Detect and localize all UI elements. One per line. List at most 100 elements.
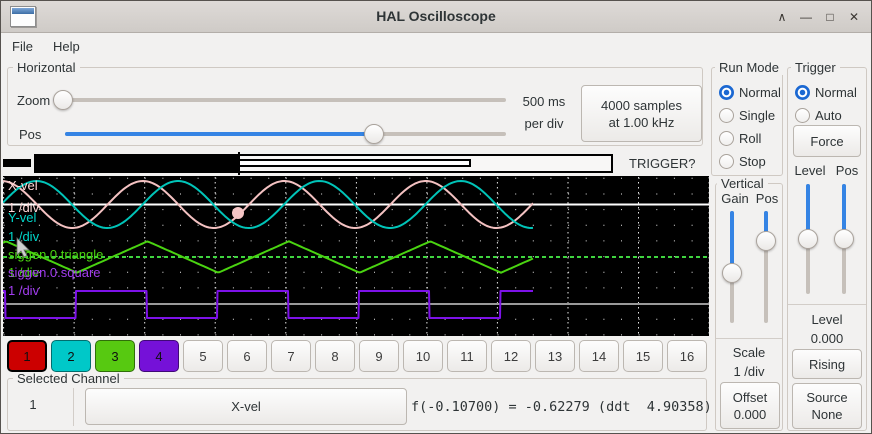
radio-label: Single xyxy=(739,108,776,123)
trace-siggen-0-triangle xyxy=(3,240,534,274)
trigger-radio-auto[interactable]: Auto xyxy=(789,104,865,127)
channel-button-2[interactable]: 2 xyxy=(51,340,91,372)
zoom-slider[interactable] xyxy=(53,90,506,110)
trigger-separator xyxy=(788,304,866,305)
trigger-cursor[interactable] xyxy=(238,152,240,175)
minimize-button[interactable]: — xyxy=(800,10,812,24)
radio-label: Normal xyxy=(815,85,857,100)
menu-file[interactable]: File xyxy=(12,38,33,54)
hpos-slider-knob[interactable] xyxy=(364,124,384,144)
trigger-pos-fill xyxy=(842,184,846,241)
channel-button-3[interactable]: 3 xyxy=(95,340,135,372)
gain-slider[interactable] xyxy=(722,209,742,325)
selected-sample-marker[interactable] xyxy=(232,207,244,219)
offset-button[interactable]: Offset 0.000 xyxy=(720,382,780,429)
trigger-pos-knob[interactable] xyxy=(834,229,854,249)
trigger-level-fill xyxy=(806,184,810,241)
trigger-edge-label: Rising xyxy=(808,356,846,372)
channel-button-16[interactable]: 16 xyxy=(667,340,707,372)
run-mode-radio-single[interactable]: Single xyxy=(713,104,783,127)
channel-button-4[interactable]: 4 xyxy=(139,340,179,372)
trigger-radio-normal[interactable]: Normal xyxy=(789,81,865,104)
gain-slider-fill xyxy=(730,211,734,275)
menu-help[interactable]: Help xyxy=(52,38,80,54)
vpos-slider-track[interactable] xyxy=(764,211,768,323)
vertical-pos-slider[interactable] xyxy=(756,209,776,325)
sample-rate-button[interactable]: 4000 samples at 1.00 kHz xyxy=(581,85,702,142)
shade-button[interactable]: ∧ xyxy=(777,10,787,24)
radio-label: Roll xyxy=(739,131,762,146)
zoom-slider-track[interactable] xyxy=(53,98,506,102)
scope-channel-label: 1 /div xyxy=(8,265,40,280)
zoom-slider-label: Zoom xyxy=(17,93,51,108)
selected-channel-separator xyxy=(73,388,74,426)
run-mode-radios: Normal Single Roll Stop xyxy=(713,81,783,173)
trigger-group-label: Trigger xyxy=(791,61,840,75)
selected-channel-group-label: Selected Channel xyxy=(13,372,124,386)
selected-channel-name-button[interactable]: X-vel xyxy=(85,388,407,425)
window-controls: ∧ — □ ✕ xyxy=(773,1,863,33)
run-mode-radio-stop[interactable]: Stop xyxy=(713,150,783,173)
scope-channel-label: siggen.0.triangle xyxy=(8,247,103,262)
scope-channel-label: 1 /div xyxy=(8,200,40,215)
trigger-source-button[interactable]: Source None xyxy=(792,383,862,429)
scope-channel-label: 1 /div xyxy=(8,229,40,244)
channel-button-13[interactable]: 13 xyxy=(535,340,575,372)
scope-channel-label: 1 /div xyxy=(8,283,40,298)
channel-button-15[interactable]: 15 xyxy=(623,340,663,372)
record-post-bar xyxy=(238,159,471,167)
radio-label: Normal xyxy=(739,85,781,100)
trigger-level-readout-label: Level xyxy=(811,312,843,327)
channel-button-10[interactable]: 10 xyxy=(403,340,443,372)
trigger-radios: Normal Auto xyxy=(789,81,865,127)
channel-button-7[interactable]: 7 xyxy=(271,340,311,372)
horizontal-pos-slider[interactable] xyxy=(65,124,506,144)
channel-button-11[interactable]: 11 xyxy=(447,340,487,372)
force-trigger-label: Force xyxy=(810,133,844,149)
trigger-level-slider[interactable] xyxy=(798,182,818,296)
radio-icon xyxy=(795,108,810,123)
maximize-button[interactable]: □ xyxy=(826,10,834,24)
horizontal-group-label: Horizontal xyxy=(13,61,80,75)
vertical-separator xyxy=(716,338,782,339)
zoom-slider-knob[interactable] xyxy=(53,90,73,110)
channel-button-5[interactable]: 5 xyxy=(183,340,223,372)
channel-button-8[interactable]: 8 xyxy=(315,340,355,372)
offset-label: Offset xyxy=(732,389,768,405)
channel-button-14[interactable]: 14 xyxy=(579,340,619,372)
channel-button-9[interactable]: 9 xyxy=(359,340,399,372)
run-mode-radio-normal[interactable]: Normal xyxy=(713,81,783,104)
run-mode-group-label: Run Mode xyxy=(715,61,783,75)
radio-icon xyxy=(719,131,734,146)
trigger-source-value: None xyxy=(811,407,843,422)
trace-siggen-0-square xyxy=(3,290,534,319)
vpos-slider-knob[interactable] xyxy=(756,231,776,251)
trace-X-vel xyxy=(3,180,534,229)
offset-value: 0.000 xyxy=(733,406,767,422)
trigger-level-knob[interactable] xyxy=(798,229,818,249)
menubar: File Help xyxy=(2,34,870,58)
trigger-level-slider-label: Level xyxy=(794,163,826,178)
close-button[interactable]: ✕ xyxy=(848,10,860,24)
horizontal-group xyxy=(7,67,703,146)
titlebar: HAL Oscilloscope ∧ — □ ✕ xyxy=(1,1,871,33)
run-mode-radio-roll[interactable]: Roll xyxy=(713,127,783,150)
trigger-edge-button[interactable]: Rising xyxy=(792,349,862,379)
mouse-cursor-icon xyxy=(16,237,30,258)
record-pre-bar xyxy=(3,159,31,167)
gain-slider-knob[interactable] xyxy=(722,263,742,283)
channel-button-12[interactable]: 12 xyxy=(491,340,531,372)
app-icon xyxy=(10,6,36,27)
vpos-slider-label: Pos xyxy=(755,191,779,206)
force-trigger-button[interactable]: Force xyxy=(793,125,861,157)
radio-icon xyxy=(795,85,810,100)
trigger-pos-slider[interactable] xyxy=(834,182,854,296)
trace-Y-vel xyxy=(3,180,534,229)
channel-button-1[interactable]: 1 xyxy=(7,340,47,372)
sample-rate-line2: at 1.00 kHz xyxy=(608,114,675,130)
rate-per-div-line2: per div xyxy=(524,116,564,131)
channel-button-6[interactable]: 6 xyxy=(227,340,267,372)
scale-value: 1 /div xyxy=(733,364,765,379)
